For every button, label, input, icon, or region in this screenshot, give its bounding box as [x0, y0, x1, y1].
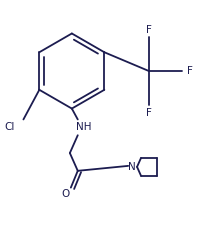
Text: F: F [146, 108, 152, 117]
Text: F: F [187, 66, 193, 76]
Text: Cl: Cl [4, 122, 15, 132]
Text: O: O [62, 188, 70, 199]
Text: N: N [128, 162, 136, 172]
Text: F: F [146, 25, 152, 35]
Text: NH: NH [76, 122, 92, 132]
